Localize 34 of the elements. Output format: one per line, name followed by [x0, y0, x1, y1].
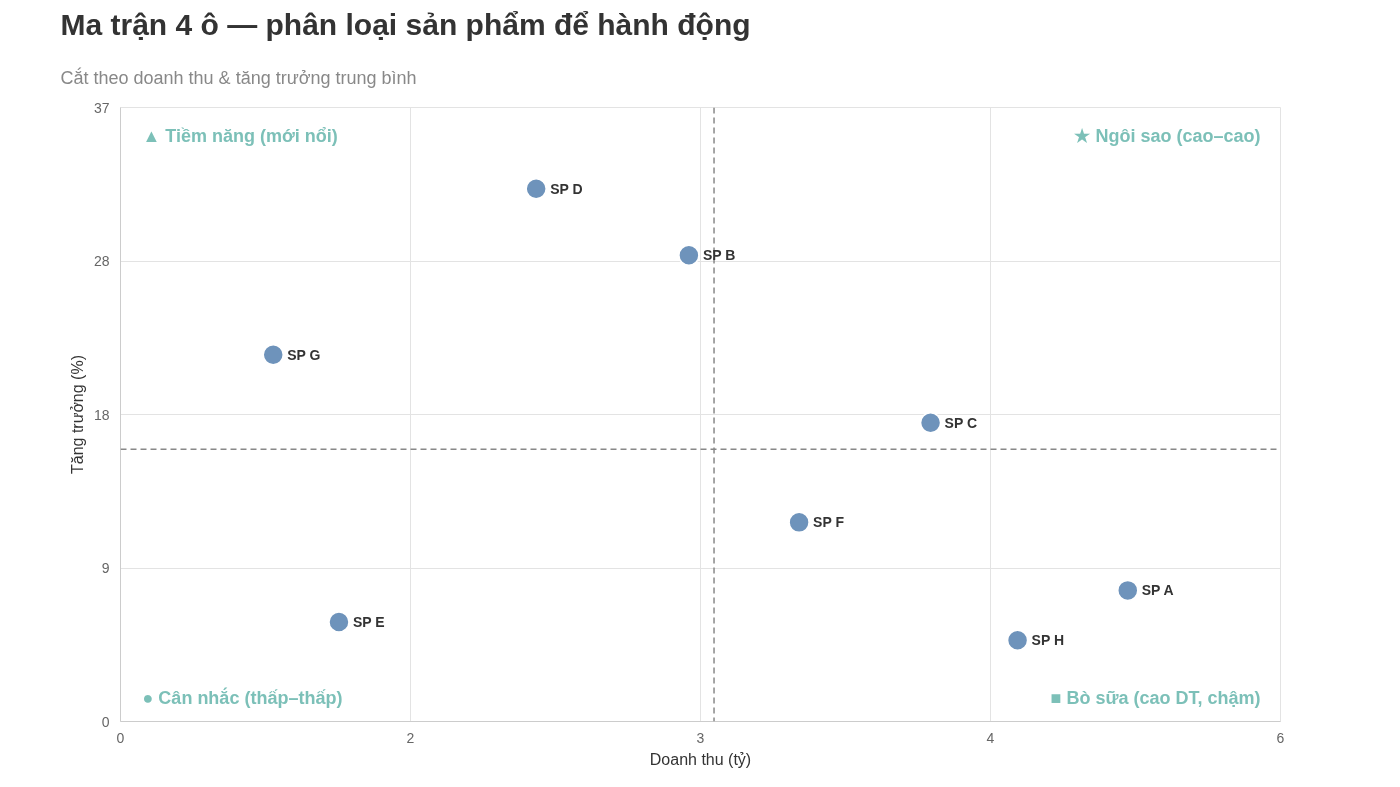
- x-tick-label: 3: [696, 729, 705, 746]
- x-axis-title: Doanh thu (tỷ): [649, 750, 752, 768]
- point: [788, 511, 810, 534]
- point: [525, 178, 547, 200]
- data-label: SP D: [550, 180, 583, 197]
- data-label: SP A: [1141, 582, 1174, 599]
- data-label: SP F: [813, 514, 845, 531]
- y-tick-label: 37: [93, 99, 110, 116]
- point: [678, 244, 700, 266]
- x-tick-label: 2: [406, 729, 415, 746]
- x-tick-label: 6: [1276, 729, 1285, 746]
- data-label: SP H: [1031, 632, 1064, 649]
- y-tick-label: 28: [93, 253, 110, 269]
- point: [919, 412, 942, 434]
- x-tick-label: 4: [986, 729, 995, 746]
- x-tick-label: 0: [116, 729, 125, 746]
- data-label: SP B: [702, 247, 736, 264]
- annotation: ■ Bò sữa (cao DT, chậm): [1050, 687, 1261, 708]
- annotation: ▲ Tiềm năng (mới nổi): [142, 125, 338, 146]
- point: [1006, 629, 1029, 651]
- point: [1117, 579, 1139, 602]
- y-axis-title: Tăng trưởng (%): [68, 354, 86, 475]
- data-label: SP G: [287, 346, 321, 363]
- point: [328, 611, 350, 633]
- data-label: SP C: [944, 414, 977, 431]
- y-tick-label: 9: [101, 560, 110, 576]
- point: [262, 344, 284, 366]
- annotation: ★ Ngôi sao (cao–cao): [1074, 125, 1261, 146]
- chart-title: Ma trận 4 ô — phân loại sản phẩm để hành động: [60, 7, 751, 41]
- chart-subtitle: Cắt theo doanh thu & tăng trưởng trung bình: [60, 66, 417, 88]
- data-label: SP E: [352, 613, 385, 630]
- annotation: ● Cân nhắc (thấp–thấp): [142, 686, 343, 708]
- y-tick-label: 0: [101, 713, 110, 730]
- y-tick-label: 18: [93, 406, 110, 423]
